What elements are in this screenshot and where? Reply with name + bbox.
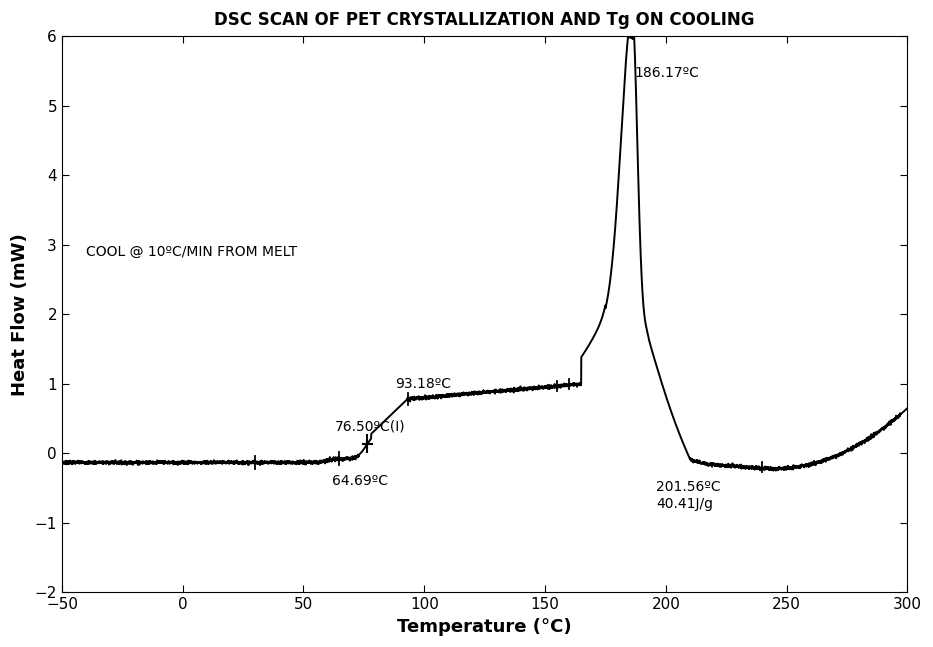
Text: 186.17ºC: 186.17ºC — [634, 66, 700, 80]
X-axis label: Temperature (°C): Temperature (°C) — [397, 618, 572, 636]
Text: 64.69ºC: 64.69ºC — [332, 474, 388, 488]
Text: 93.18ºC: 93.18ºC — [396, 377, 452, 391]
Text: 76.50ºC(I): 76.50ºC(I) — [335, 419, 406, 433]
Title: DSC SCAN OF PET CRYSTALLIZATION AND Tg ON COOLING: DSC SCAN OF PET CRYSTALLIZATION AND Tg O… — [215, 11, 755, 29]
Text: COOL @ 10ºC/MIN FROM MELT: COOL @ 10ºC/MIN FROM MELT — [86, 245, 298, 259]
Y-axis label: Heat Flow (mW): Heat Flow (mW) — [11, 233, 29, 396]
Text: 201.56ºC
40.41J/g: 201.56ºC 40.41J/g — [656, 480, 721, 511]
